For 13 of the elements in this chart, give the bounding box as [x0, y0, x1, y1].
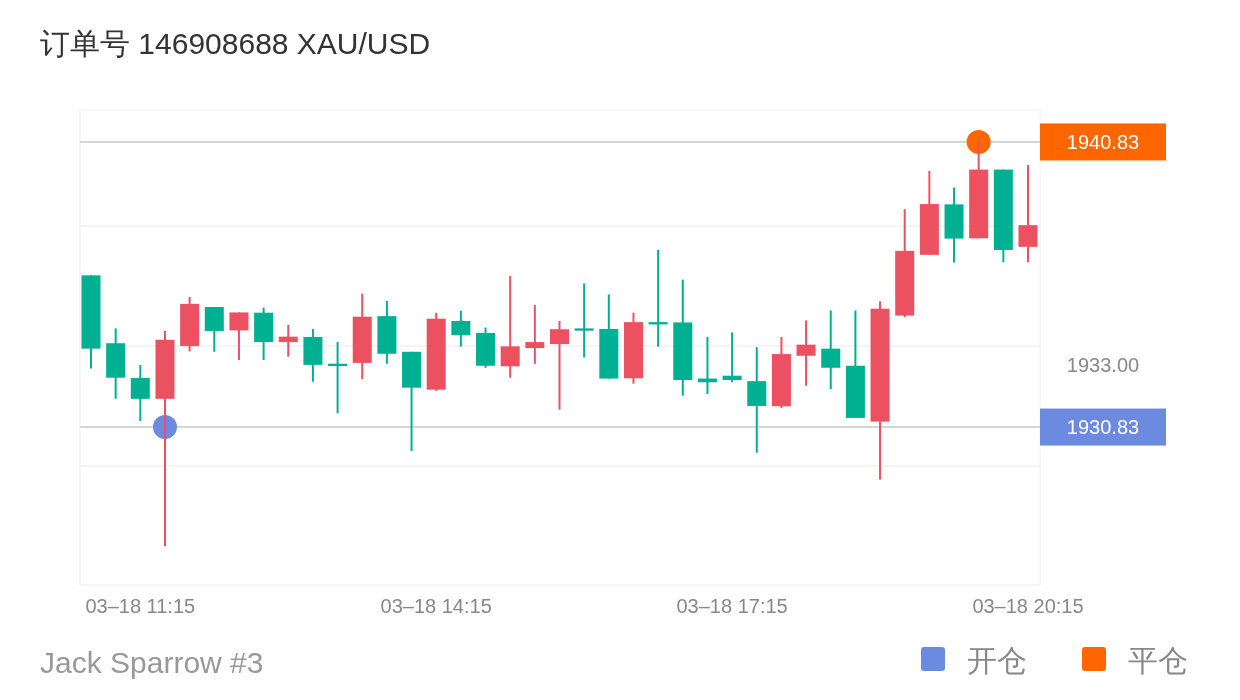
legend-label: 开仓 — [967, 644, 1027, 677]
ytick: 1933.00 — [1066, 354, 1140, 377]
annotation: Jack Sparrow #3 — [40, 646, 264, 679]
ytick: 1940.83 — [1066, 130, 1140, 153]
xtick: 03–18 14:15 — [380, 595, 492, 617]
legend-label: 平仓 — [1128, 644, 1188, 677]
xtick: 03–18 20:15 — [972, 595, 1084, 617]
legend-item: 平仓 — [1082, 644, 1188, 677]
xtick: 03–18 11:15 — [85, 595, 196, 617]
ytick: 1930.83 — [1066, 416, 1140, 439]
title: 订单号 146908688 XAU/USD — [40, 27, 431, 60]
xtick: 03–18 17:15 — [676, 595, 788, 617]
legend-item: 开仓 — [921, 644, 1027, 677]
